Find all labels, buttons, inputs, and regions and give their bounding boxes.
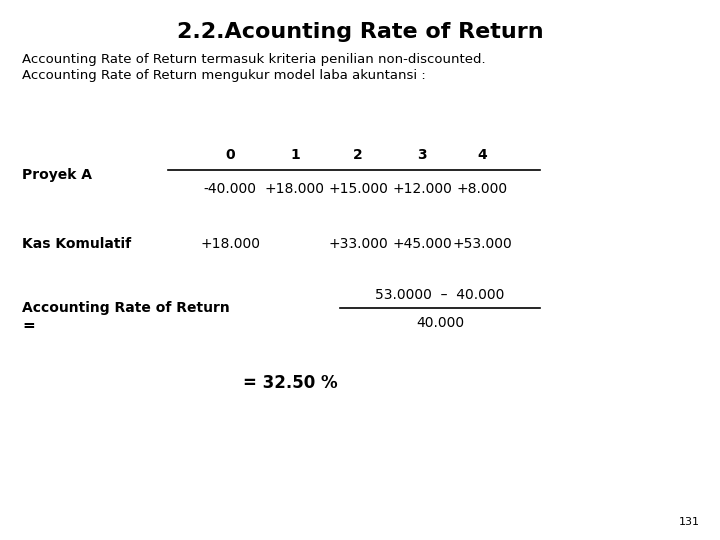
Text: =: = <box>22 318 35 333</box>
Text: = 32.50 %: = 32.50 % <box>243 374 337 392</box>
Text: 0: 0 <box>225 148 235 162</box>
Text: 131: 131 <box>679 517 700 527</box>
Text: +18.000: +18.000 <box>265 182 325 196</box>
Text: 4: 4 <box>477 148 487 162</box>
Text: Kas Komulatif: Kas Komulatif <box>22 237 131 251</box>
Text: +18.000: +18.000 <box>200 237 260 251</box>
Text: Accounting Rate of Return termasuk kriteria penilian non-discounted.: Accounting Rate of Return termasuk krite… <box>22 53 485 66</box>
Text: +12.000: +12.000 <box>392 182 452 196</box>
Text: 2: 2 <box>353 148 363 162</box>
Text: +45.000: +45.000 <box>392 237 452 251</box>
Text: 2.2.Acounting Rate of Return: 2.2.Acounting Rate of Return <box>176 22 544 42</box>
Text: 1: 1 <box>290 148 300 162</box>
Text: -40.000: -40.000 <box>204 182 256 196</box>
Text: 53.0000  –  40.000: 53.0000 – 40.000 <box>375 288 505 302</box>
Text: +33.000: +33.000 <box>328 237 388 251</box>
Text: +53.000: +53.000 <box>452 237 512 251</box>
Text: Accounting Rate of Return mengukur model laba akuntansi :: Accounting Rate of Return mengukur model… <box>22 69 426 82</box>
Text: 3: 3 <box>417 148 427 162</box>
Text: 40.000: 40.000 <box>416 316 464 330</box>
Text: +15.000: +15.000 <box>328 182 388 196</box>
Text: Proyek A: Proyek A <box>22 168 92 182</box>
Text: +8.000: +8.000 <box>456 182 508 196</box>
Text: Accounting Rate of Return: Accounting Rate of Return <box>22 301 230 315</box>
